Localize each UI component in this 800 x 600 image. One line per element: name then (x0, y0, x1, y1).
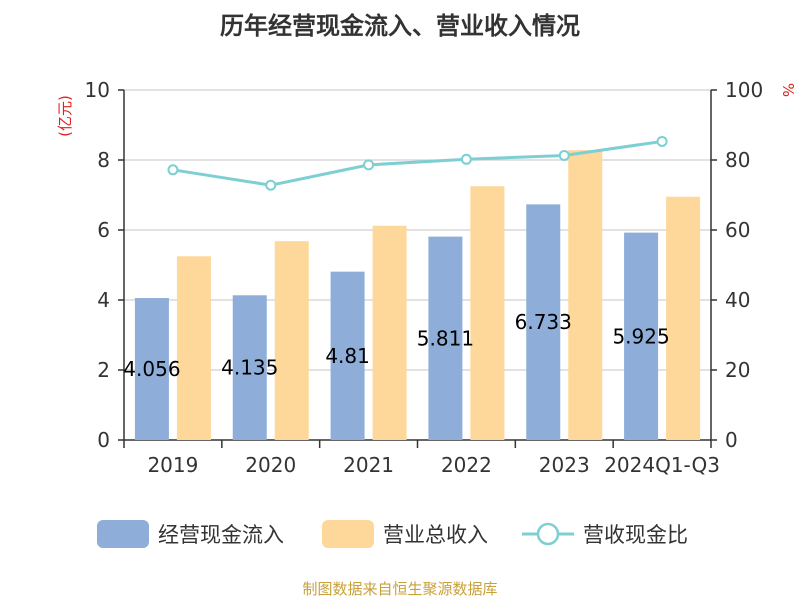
bar-cash-inflow (232, 295, 267, 440)
legend-swatch-cash-inflow (97, 520, 149, 548)
ratio-point (558, 149, 570, 161)
bar-cash-inflow (526, 204, 561, 440)
chart-title: 历年经营现金流入、营业收入情况 (220, 12, 580, 40)
data-source-note: 制图数据来自恒生聚源数据库 (302, 580, 498, 598)
legend-swatch-ratio-marker (536, 522, 560, 546)
legend-label-revenue: 营业总收入 (383, 523, 488, 547)
right-tick-label: 60 (725, 218, 750, 242)
x-tick-label: 2020 (245, 453, 296, 477)
right-tick-label: 40 (725, 288, 750, 312)
legend-label-ratio: 营收现金比 (583, 523, 688, 547)
x-tick-label: 2023 (539, 453, 590, 477)
ratio-point (363, 159, 375, 171)
left-tick-label: 6 (97, 218, 110, 242)
left-tick-label: 8 (97, 148, 110, 172)
ratio-line (172, 139, 663, 187)
bar-revenue (666, 196, 701, 440)
bar-revenue (568, 150, 603, 440)
legend-swatch-revenue (322, 520, 374, 548)
bar-revenue (372, 225, 407, 440)
right-tick-label: 80 (725, 148, 750, 172)
right-axis-unit: % (779, 83, 797, 97)
x-tick-label: 2024Q1-Q3 (604, 453, 720, 477)
ratio-point (460, 153, 472, 165)
bar-cash-inflow (624, 232, 659, 440)
data-label-cash-inflow: 5.925 (612, 324, 669, 348)
legend-label-cash-inflow: 经营现金流入 (158, 523, 284, 547)
x-tick-label: 2021 (343, 453, 394, 477)
bar-cash-inflow (134, 298, 169, 440)
right-tick-label: 0 (725, 428, 738, 452)
bar-cash-inflow (330, 271, 365, 440)
right-tick-label: 100 (725, 78, 763, 102)
left-tick-label: 4 (97, 288, 110, 312)
ratio-point (167, 164, 179, 176)
bar-revenue (470, 186, 505, 440)
ratio-point (265, 179, 277, 191)
right-tick-label: 20 (725, 358, 750, 382)
ratio-point (656, 135, 668, 147)
data-label-cash-inflow: 4.135 (221, 356, 278, 380)
left-tick-label: 0 (97, 428, 110, 452)
data-label-cash-inflow: 4.056 (123, 357, 180, 381)
data-label-cash-inflow: 5.811 (417, 326, 474, 350)
data-label-cash-inflow: 6.733 (515, 310, 572, 334)
x-tick-label: 2019 (147, 453, 198, 477)
left-axis-unit: (亿元) (56, 95, 74, 137)
bar-revenue (274, 241, 309, 440)
data-label-cash-inflow: 4.81 (325, 344, 370, 368)
x-tick-label: 2022 (441, 453, 492, 477)
bar-revenue (176, 256, 211, 440)
left-tick-label: 2 (97, 358, 110, 382)
bar-cash-inflow (428, 236, 463, 440)
left-tick-label: 10 (85, 78, 110, 102)
